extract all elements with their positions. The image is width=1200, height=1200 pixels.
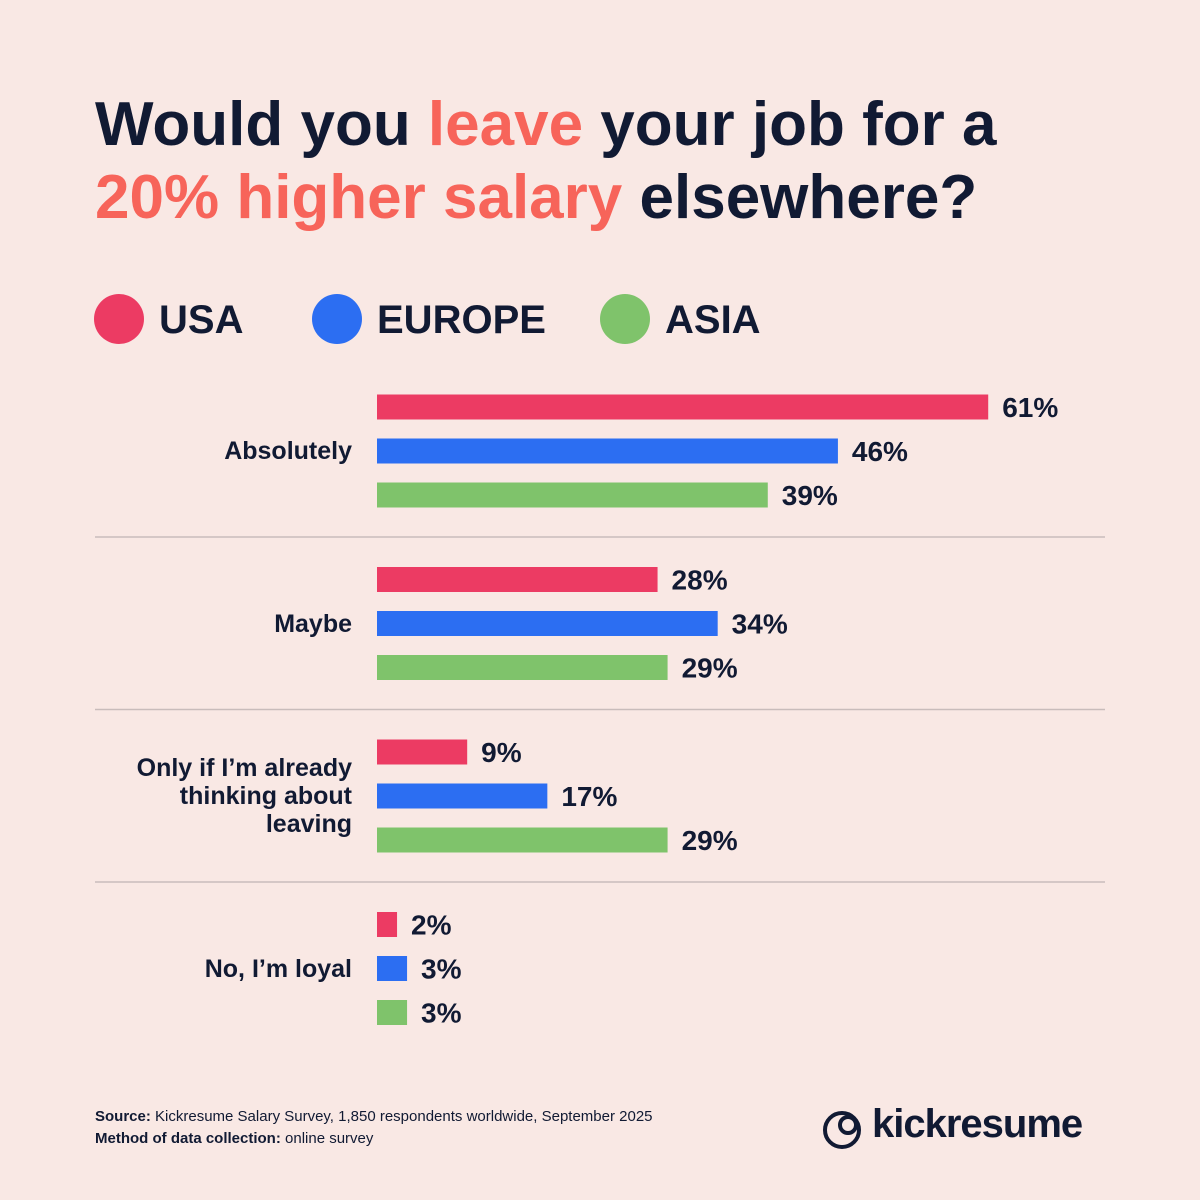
value-label: 29% — [682, 825, 738, 856]
value-label: 39% — [782, 480, 838, 511]
category-label: Only if I’m already thinking about leavi… — [136, 754, 352, 838]
legend-swatch — [312, 294, 362, 344]
legend-label: USA — [159, 298, 243, 342]
bar — [377, 655, 668, 680]
category-label: Absolutely — [224, 437, 352, 465]
chart-title: Would you leave your job for a 20% higher… — [95, 90, 997, 232]
value-label: 9% — [481, 737, 522, 768]
bar — [377, 611, 718, 636]
bar — [377, 912, 398, 937]
category-label: Maybe — [274, 609, 352, 638]
footer-method: Method of data collection: online survey — [95, 1130, 373, 1147]
bar — [377, 739, 468, 765]
title-segment: Would you — [95, 90, 428, 159]
footer-source: Source: Kickresume Salary Survey, 1,850 … — [95, 1108, 653, 1125]
bar — [377, 567, 658, 592]
category-label: No, I’m loyal — [204, 954, 352, 983]
bar — [377, 956, 408, 981]
method-label: Method of data collection: — [95, 1130, 281, 1147]
value-label: 61% — [1002, 392, 1058, 423]
legend-label: ASIA — [665, 298, 761, 342]
value-label: 2% — [411, 910, 452, 941]
value-label: 17% — [561, 781, 617, 812]
source-text: Kickresume Salary Survey, 1,850 responde… — [155, 1108, 653, 1125]
method-text: online survey — [285, 1130, 374, 1147]
title-segment: your job for a — [583, 90, 997, 159]
legend-swatch — [600, 294, 650, 344]
legend-swatch — [94, 294, 144, 344]
bar — [377, 783, 548, 809]
value-label: 46% — [852, 436, 908, 467]
bar — [377, 394, 989, 420]
brand: kickresume — [872, 1102, 1083, 1146]
bar — [377, 827, 668, 853]
title-segment: leave — [428, 90, 583, 159]
value-label: 3% — [421, 998, 462, 1029]
bar — [377, 1000, 408, 1025]
title-segment: elsewhere? — [622, 163, 977, 232]
bar — [377, 438, 838, 464]
value-label: 34% — [732, 609, 788, 640]
value-label: 3% — [421, 954, 462, 985]
source-label: Source: — [95, 1108, 151, 1125]
brand-icon — [823, 1111, 861, 1149]
bar — [377, 482, 768, 508]
title-segment: 20% higher salary — [95, 163, 623, 232]
value-label: 29% — [682, 653, 738, 684]
legend-label: EUROPE — [377, 298, 546, 342]
value-label: 28% — [672, 565, 728, 596]
